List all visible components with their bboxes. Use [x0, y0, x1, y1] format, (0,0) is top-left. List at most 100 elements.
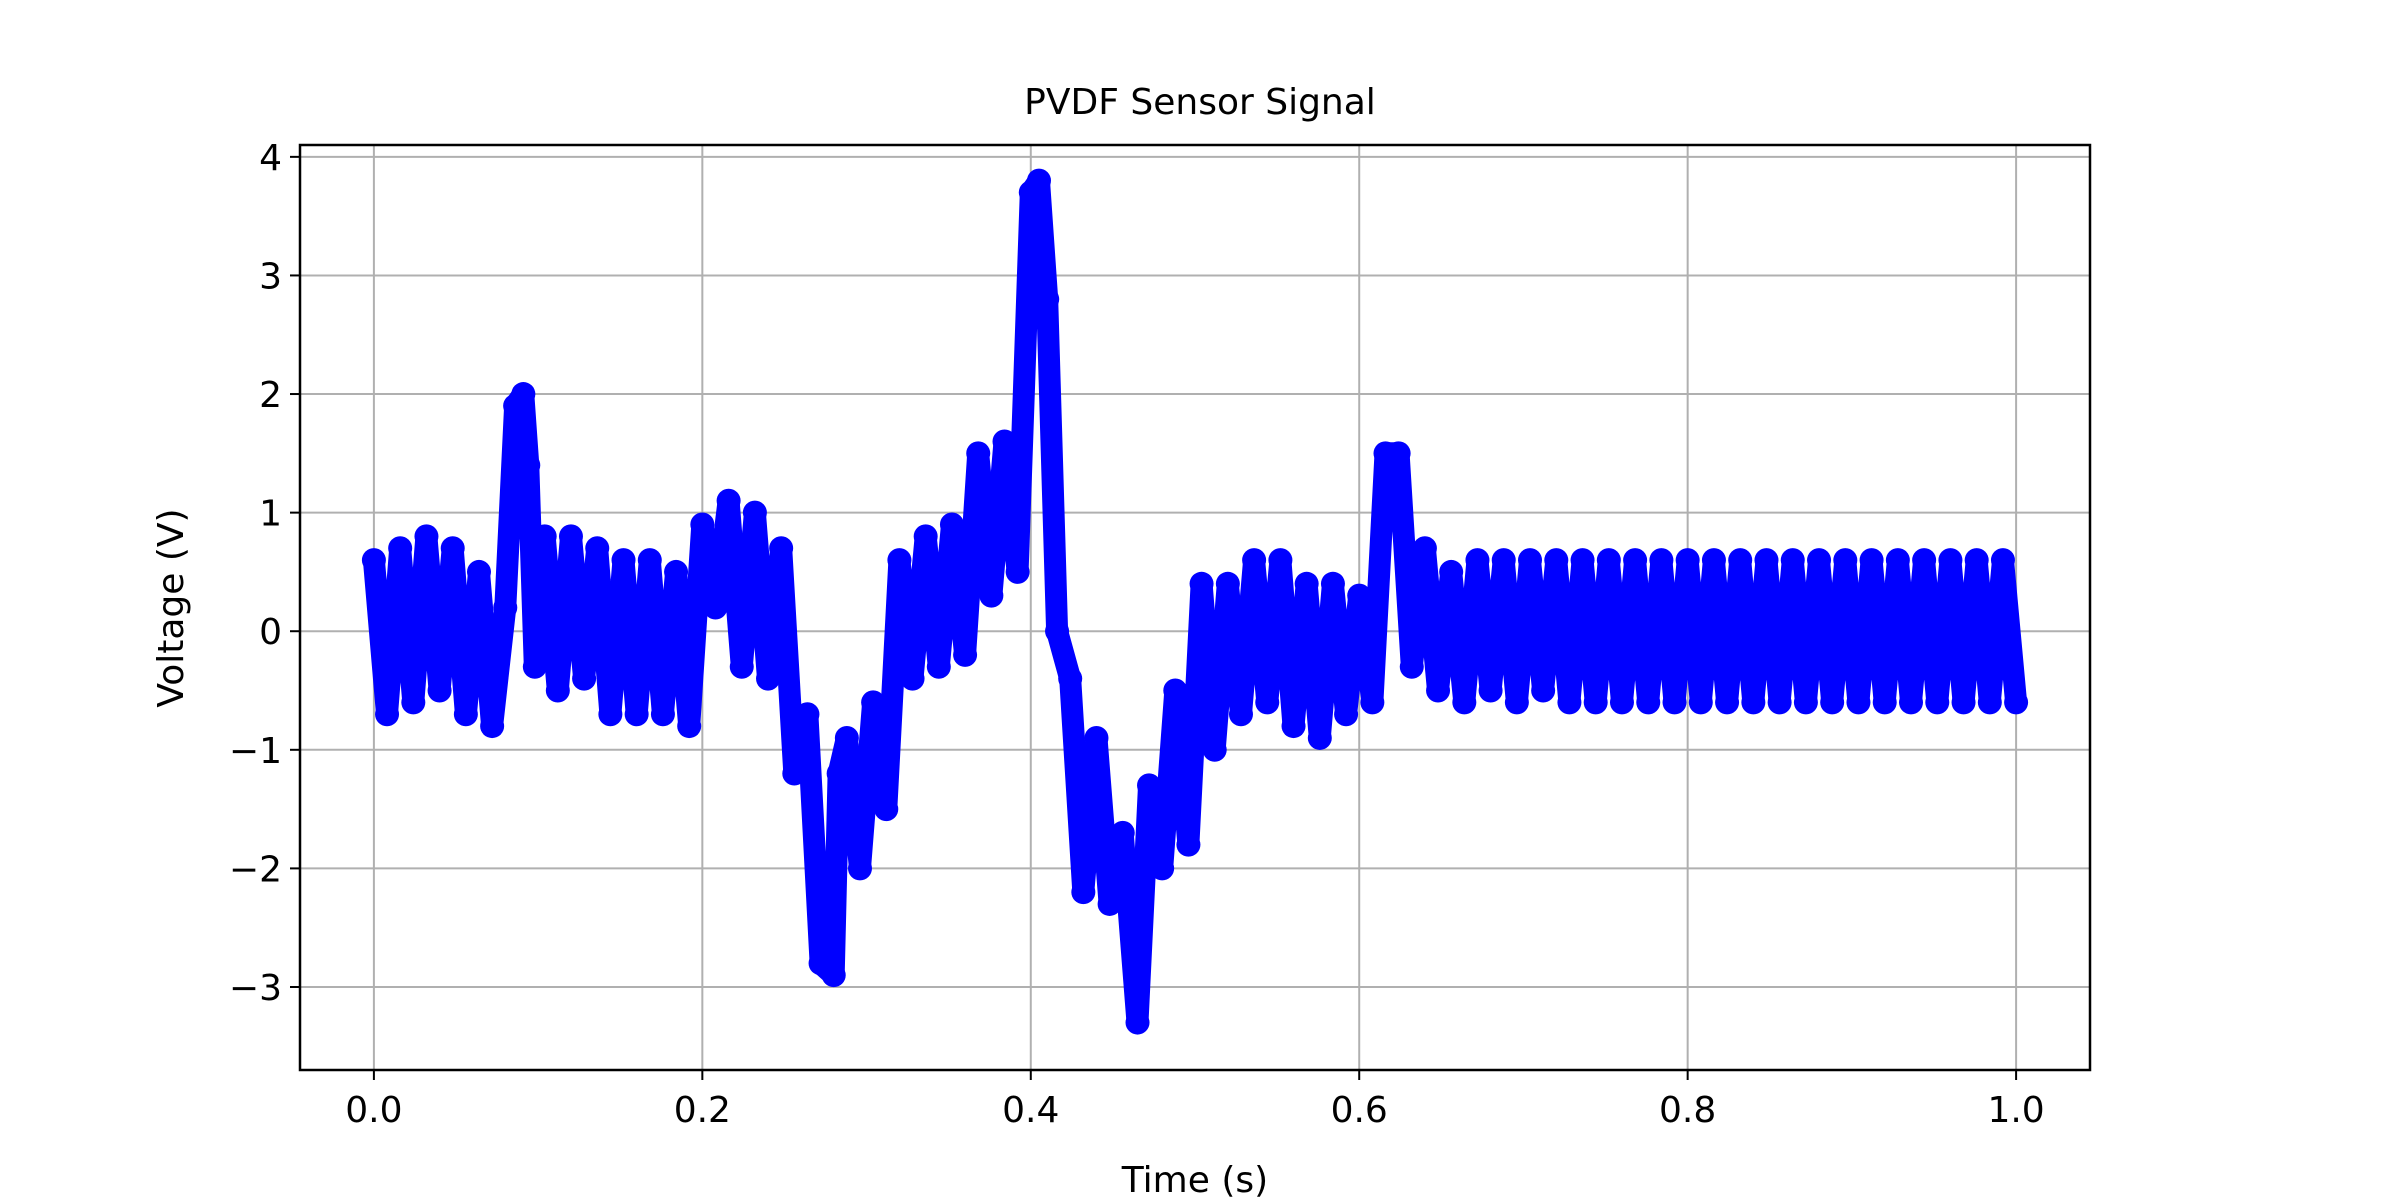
- data-point: [511, 382, 536, 407]
- y-tick-label: 0: [259, 612, 282, 653]
- x-tick-label: 0.8: [1659, 1090, 1716, 1131]
- data-point: [1255, 690, 1280, 715]
- data-point: [1820, 690, 1845, 715]
- data-point: [1399, 654, 1424, 679]
- data-point: [1793, 690, 1818, 715]
- data-point: [1675, 548, 1700, 573]
- data-point: [1990, 548, 2015, 573]
- data-point: [414, 524, 439, 549]
- data-point: [716, 488, 741, 513]
- y-axis-label: Voltage (V): [151, 508, 192, 707]
- data-point: [874, 797, 899, 822]
- data-point: [637, 548, 662, 573]
- data-point: [966, 441, 991, 466]
- y-tick-label: 4: [259, 138, 282, 179]
- data-point: [756, 666, 781, 691]
- data-point: [861, 690, 886, 715]
- data-point: [1491, 548, 1516, 573]
- data-point: [1097, 891, 1122, 916]
- data-point: [1925, 690, 1950, 715]
- data-point: [1412, 536, 1437, 561]
- data-point: [1242, 548, 1267, 573]
- data-point: [782, 761, 807, 786]
- x-tick-label: 0.2: [674, 1090, 731, 1131]
- data-point: [795, 702, 820, 727]
- data-point: [1005, 559, 1030, 584]
- data-point: [1268, 548, 1293, 573]
- data-point: [440, 536, 465, 561]
- data-point: [1426, 678, 1451, 703]
- data-point: [1583, 690, 1608, 715]
- data-point: [1150, 856, 1175, 881]
- data-point: [1544, 548, 1569, 573]
- data-point: [742, 500, 767, 525]
- data-point: [979, 583, 1004, 608]
- data-point: [1780, 548, 1805, 573]
- data-point: [1715, 690, 1740, 715]
- data-point: [611, 548, 636, 573]
- data-point: [926, 654, 951, 679]
- y-tick-label: 3: [259, 256, 282, 297]
- data-point: [1885, 548, 1910, 573]
- x-tick-label: 0.6: [1331, 1090, 1388, 1131]
- data-point: [677, 714, 702, 739]
- data-point: [572, 666, 597, 691]
- data-point: [1071, 880, 1096, 905]
- y-tick-label: −3: [229, 968, 282, 1009]
- data-point: [729, 654, 754, 679]
- data-point: [1110, 820, 1135, 845]
- data-point: [1137, 773, 1162, 798]
- x-tick-label: 1.0: [1987, 1090, 2044, 1131]
- data-point: [887, 548, 912, 573]
- data-point: [1872, 690, 1897, 715]
- data-point: [1189, 571, 1214, 596]
- data-point: [545, 678, 570, 703]
- data-point: [826, 761, 851, 786]
- data-point: [480, 714, 505, 739]
- data-point: [1570, 548, 1595, 573]
- data-point: [1938, 548, 1963, 573]
- data-point: [401, 690, 426, 715]
- data-point: [1728, 548, 1753, 573]
- data-point: [847, 856, 872, 881]
- data-point: [650, 702, 675, 727]
- data-point: [1596, 548, 1621, 573]
- data-point: [1386, 441, 1411, 466]
- data-point: [1058, 666, 1083, 691]
- data-point: [913, 524, 938, 549]
- data-point: [388, 536, 413, 561]
- data-point: [1912, 548, 1937, 573]
- data-point: [703, 595, 728, 620]
- data-point: [1767, 690, 1792, 715]
- data-point: [558, 524, 583, 549]
- data-point: [1163, 678, 1188, 703]
- data-point: [1215, 571, 1240, 596]
- data-point: [900, 666, 925, 691]
- data-point: [1833, 548, 1858, 573]
- data-point: [1807, 548, 1832, 573]
- x-tick-label: 0.4: [1002, 1090, 1059, 1131]
- data-point: [1846, 690, 1871, 715]
- chart-title: PVDF Sensor Signal: [1024, 82, 1376, 123]
- data-point: [1662, 690, 1687, 715]
- data-point: [1557, 690, 1582, 715]
- x-tick-label: 0.0: [345, 1090, 402, 1131]
- data-point: [1452, 690, 1477, 715]
- data-point: [1754, 548, 1779, 573]
- data-point: [1951, 690, 1976, 715]
- data-point: [1334, 702, 1359, 727]
- data-point: [1701, 548, 1726, 573]
- data-point: [1741, 690, 1766, 715]
- x-axis-label: Time (s): [1121, 1160, 1268, 1200]
- data-point: [939, 512, 964, 537]
- data-point: [1518, 548, 1543, 573]
- data-point: [1649, 548, 1674, 573]
- data-point: [1202, 737, 1227, 762]
- data-point: [1320, 571, 1345, 596]
- data-point: [1478, 678, 1503, 703]
- data-point: [1045, 619, 1070, 644]
- data-point: [585, 536, 610, 561]
- data-point: [1307, 725, 1332, 750]
